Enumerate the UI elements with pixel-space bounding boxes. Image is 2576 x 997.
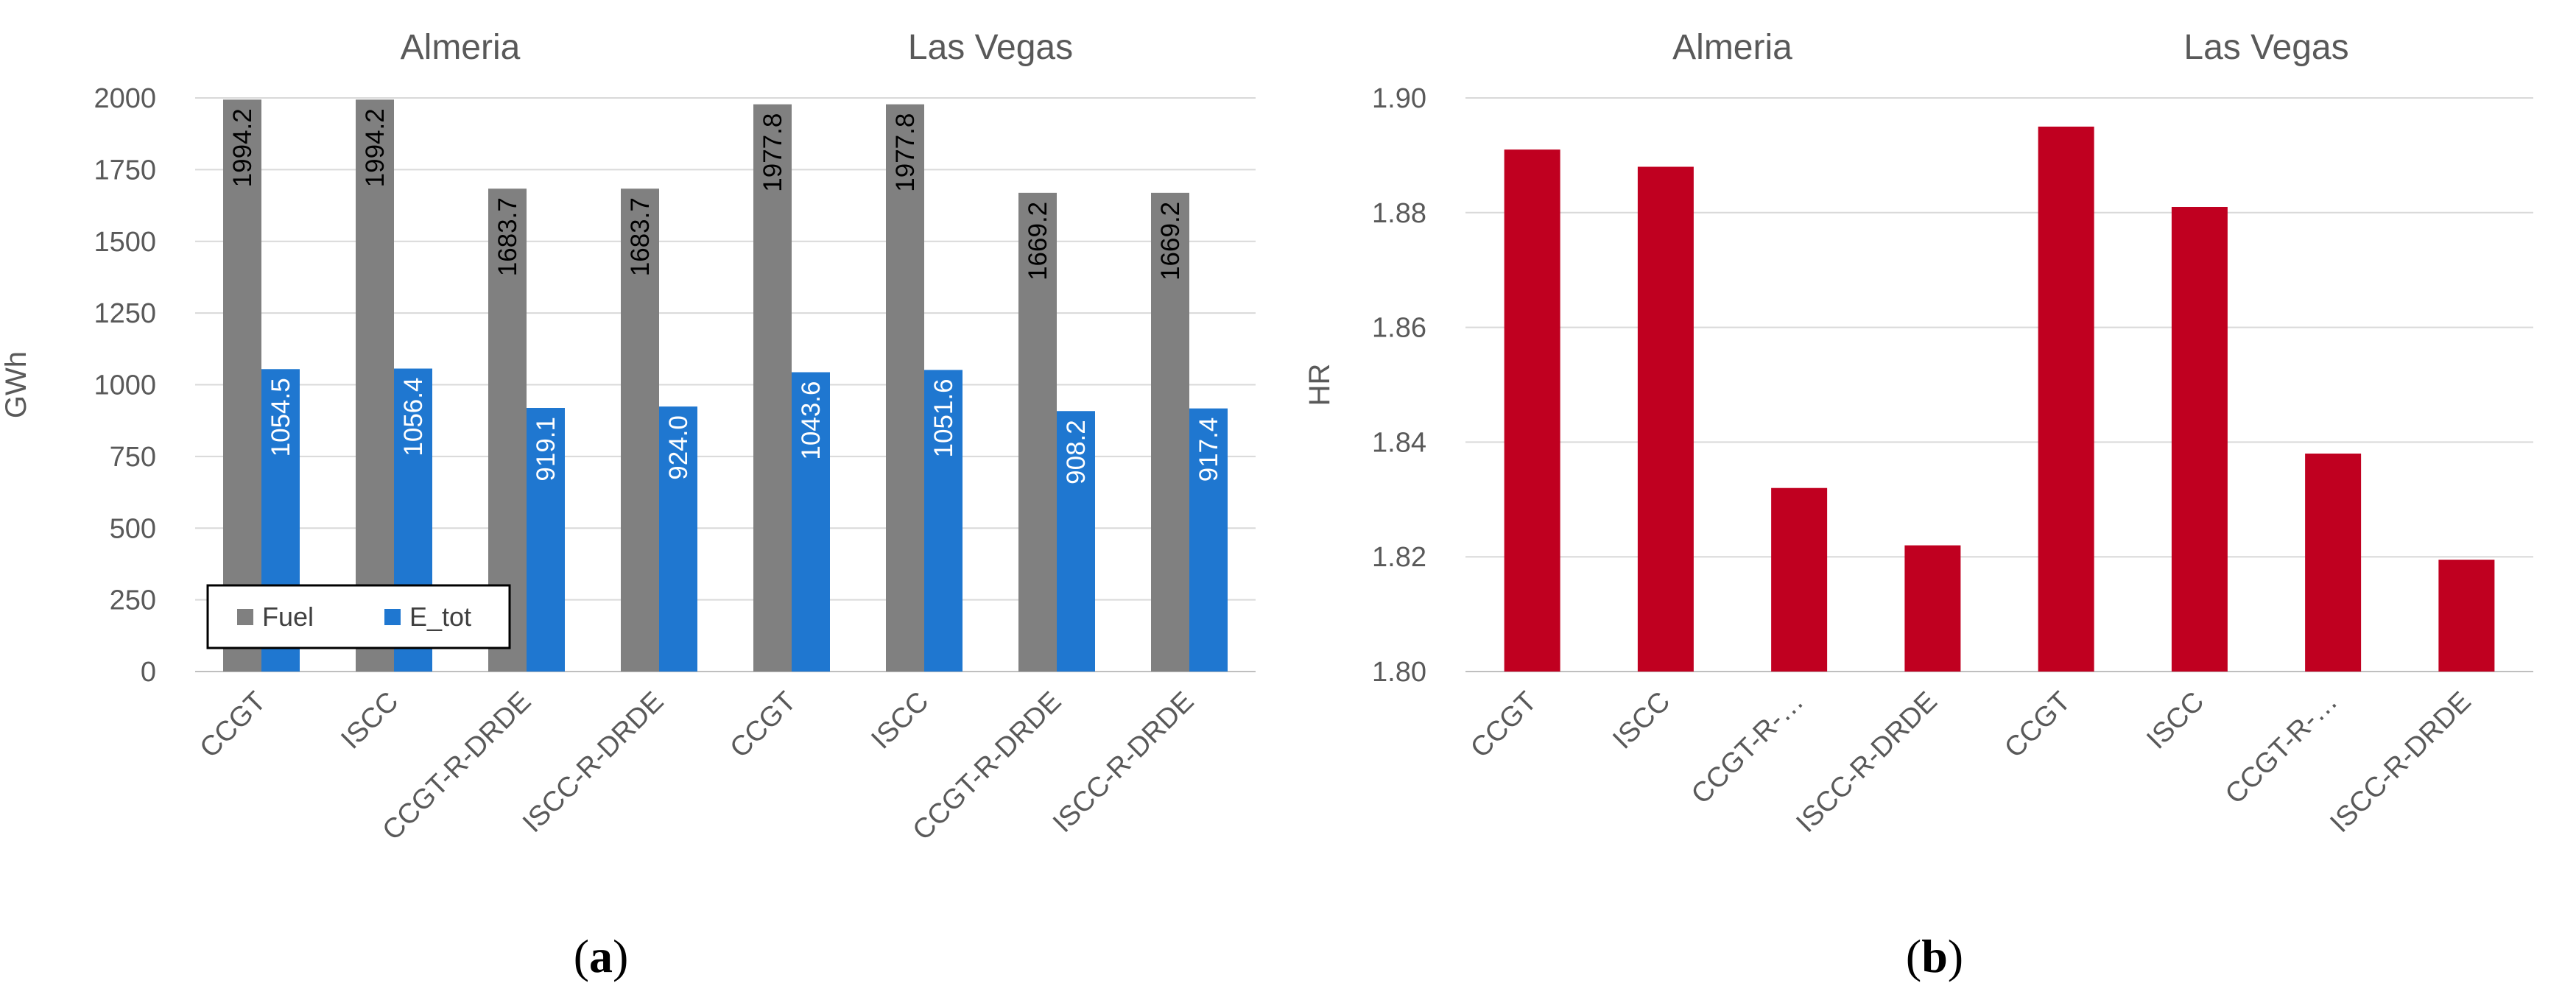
legend-swatch <box>384 609 401 625</box>
data-label: 919.1 <box>532 417 560 482</box>
x-tick-label: ISCC <box>2141 686 2210 755</box>
bar-series-5 <box>2171 207 2228 672</box>
bar-e-tot-6 <box>1057 411 1095 672</box>
data-label: 1683.7 <box>493 197 522 276</box>
x-tick-label: ISCC-R-DRDE <box>1047 686 1200 839</box>
y-tick-label: 1.82 <box>1372 542 1426 573</box>
y-tick-label: 2000 <box>94 83 156 114</box>
group-title: Almeria <box>401 28 521 67</box>
y-axis-title: GWh <box>0 351 32 418</box>
x-tick-label: CCGT-R-… <box>1686 686 1810 811</box>
data-label: 924.0 <box>664 415 693 480</box>
y-tick-label: 1000 <box>94 370 156 401</box>
x-tick-label: CCGT <box>725 686 803 764</box>
x-tick-label: CCGT <box>1999 686 2077 764</box>
data-label: 917.4 <box>1194 418 1223 482</box>
group-title: Las Vegas <box>2183 28 2348 67</box>
data-label: 1977.8 <box>891 113 920 192</box>
bar-series-2 <box>1771 487 1828 672</box>
bar-series-0 <box>1504 149 1560 672</box>
data-label: 1977.8 <box>759 113 787 192</box>
bar-fuel-7 <box>1151 192 1189 672</box>
x-tick-label: ISCC <box>335 686 404 755</box>
data-label: 1054.5 <box>267 378 295 457</box>
y-tick-label: 1.84 <box>1372 427 1426 458</box>
y-tick-label: 0 <box>141 657 156 688</box>
y-tick-label: 250 <box>110 585 156 616</box>
bar-e-tot-7 <box>1189 408 1228 672</box>
y-tick-label: 1.90 <box>1372 83 1426 114</box>
x-tick-label: CCGT-R-… <box>2220 686 2344 811</box>
chart-a: 0 250 500 750 1000 1250 1500 1750 2000 1994.2 1994… <box>0 28 1256 982</box>
y-tick-label: 1750 <box>94 155 156 186</box>
y-tick-label: 1250 <box>94 298 156 329</box>
bar-e-tot-4 <box>792 372 830 672</box>
y-tick-label: 500 <box>110 513 156 544</box>
bar-series-7 <box>2438 560 2495 672</box>
bar-fuel-3 <box>621 189 659 672</box>
legend-label: Fuel <box>262 602 314 632</box>
bar-e-tot-5 <box>924 370 963 672</box>
bar-series-4 <box>2038 126 2094 672</box>
legend-box <box>206 584 511 649</box>
bar-fuel-4 <box>753 104 792 672</box>
bar-e-tot-3 <box>659 406 697 672</box>
legend: Fuel E_tot <box>206 584 511 649</box>
group-title: Las Vegas <box>908 28 1073 67</box>
x-tick-label: ISCC-R-DRDE <box>1790 686 1943 839</box>
panel-label: (b) <box>1906 930 1963 982</box>
y-tick-label: 750 <box>110 442 156 473</box>
data-label: 1051.6 <box>929 378 958 457</box>
y-tick-label: 1.80 <box>1372 657 1426 688</box>
bar-series-6 <box>2305 453 2362 672</box>
x-tick-label: ISCC-R-DRDE <box>517 686 669 839</box>
bar-fuel-5 <box>886 104 924 672</box>
data-label: 1669.2 <box>1024 202 1052 281</box>
data-label: 1056.4 <box>399 378 428 457</box>
group-title: Almeria <box>1672 28 1792 67</box>
data-label: 1043.6 <box>797 381 826 460</box>
legend-swatch <box>237 609 253 625</box>
bar-fuel-6 <box>1018 192 1057 672</box>
data-label: 1994.2 <box>361 108 390 187</box>
data-label: 908.2 <box>1062 420 1091 485</box>
data-label: 1669.2 <box>1156 202 1185 281</box>
y-tick-label: 1.86 <box>1372 313 1426 344</box>
panel-label: (a) <box>574 930 629 982</box>
data-label: 1683.7 <box>626 197 655 276</box>
bar-series-3 <box>1904 545 1961 672</box>
bar-e-tot-2 <box>527 408 565 672</box>
data-label: 1994.2 <box>228 108 257 187</box>
bar-fuel-1 <box>356 99 394 672</box>
y-axis-title: HR <box>1303 364 1336 406</box>
bar-series-1 <box>1637 166 1694 672</box>
bar-fuel-0 <box>223 99 261 672</box>
x-tick-label: CCGT <box>1465 686 1543 764</box>
x-tick-label: ISCC-R-DRDE <box>2324 686 2477 839</box>
legend-label: E_tot <box>409 602 471 632</box>
x-tick-label: CCGT <box>194 686 272 764</box>
x-tick-label: ISCC <box>865 686 935 755</box>
x-tick-label: ISCC <box>1607 686 1676 755</box>
y-tick-label: 1.88 <box>1372 198 1426 229</box>
y-tick-label: 1500 <box>94 227 156 258</box>
